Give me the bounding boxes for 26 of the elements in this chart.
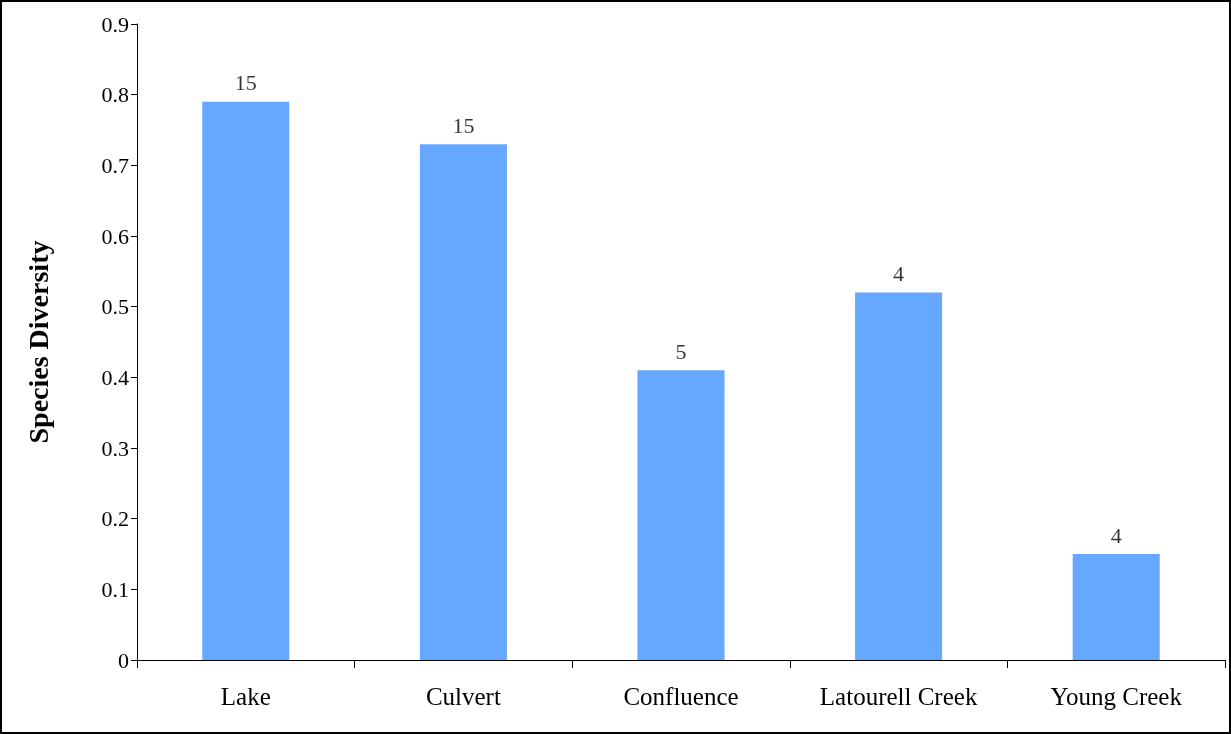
y-tick-label: 0 bbox=[118, 647, 129, 673]
bar bbox=[419, 144, 507, 660]
annotation: 15 bbox=[452, 112, 475, 138]
y-axis-title: Species Diversity bbox=[22, 240, 54, 444]
y-tick-label: 0.3 bbox=[101, 435, 129, 461]
x-tick-label: Lake bbox=[220, 683, 271, 710]
x-tick-label: Confluence bbox=[623, 683, 739, 710]
x-tick-label: Culvert bbox=[425, 683, 501, 710]
annotation: 15 bbox=[234, 70, 257, 96]
x-tick-label: Latourell Creek bbox=[819, 683, 978, 710]
x-tick-label: Young Creek bbox=[1050, 683, 1183, 710]
y-tick-label: 0.6 bbox=[101, 223, 129, 249]
annotation: 4 bbox=[893, 261, 905, 287]
bar bbox=[1072, 554, 1160, 660]
y-tick-label: 0.9 bbox=[101, 11, 129, 37]
y-tick-label: 0.8 bbox=[101, 82, 129, 108]
bar bbox=[855, 292, 943, 660]
y-tick-label: 0.1 bbox=[101, 576, 129, 602]
annotation: 4 bbox=[1110, 522, 1122, 548]
y-tick-label: 0.7 bbox=[101, 152, 129, 178]
y-tick-label: 0.2 bbox=[101, 506, 129, 532]
y-tick-label: 0.5 bbox=[101, 294, 129, 320]
bar bbox=[637, 370, 725, 660]
y-tick-label: 0.4 bbox=[101, 364, 129, 390]
annotation: 5 bbox=[675, 338, 687, 364]
bar bbox=[202, 101, 290, 660]
